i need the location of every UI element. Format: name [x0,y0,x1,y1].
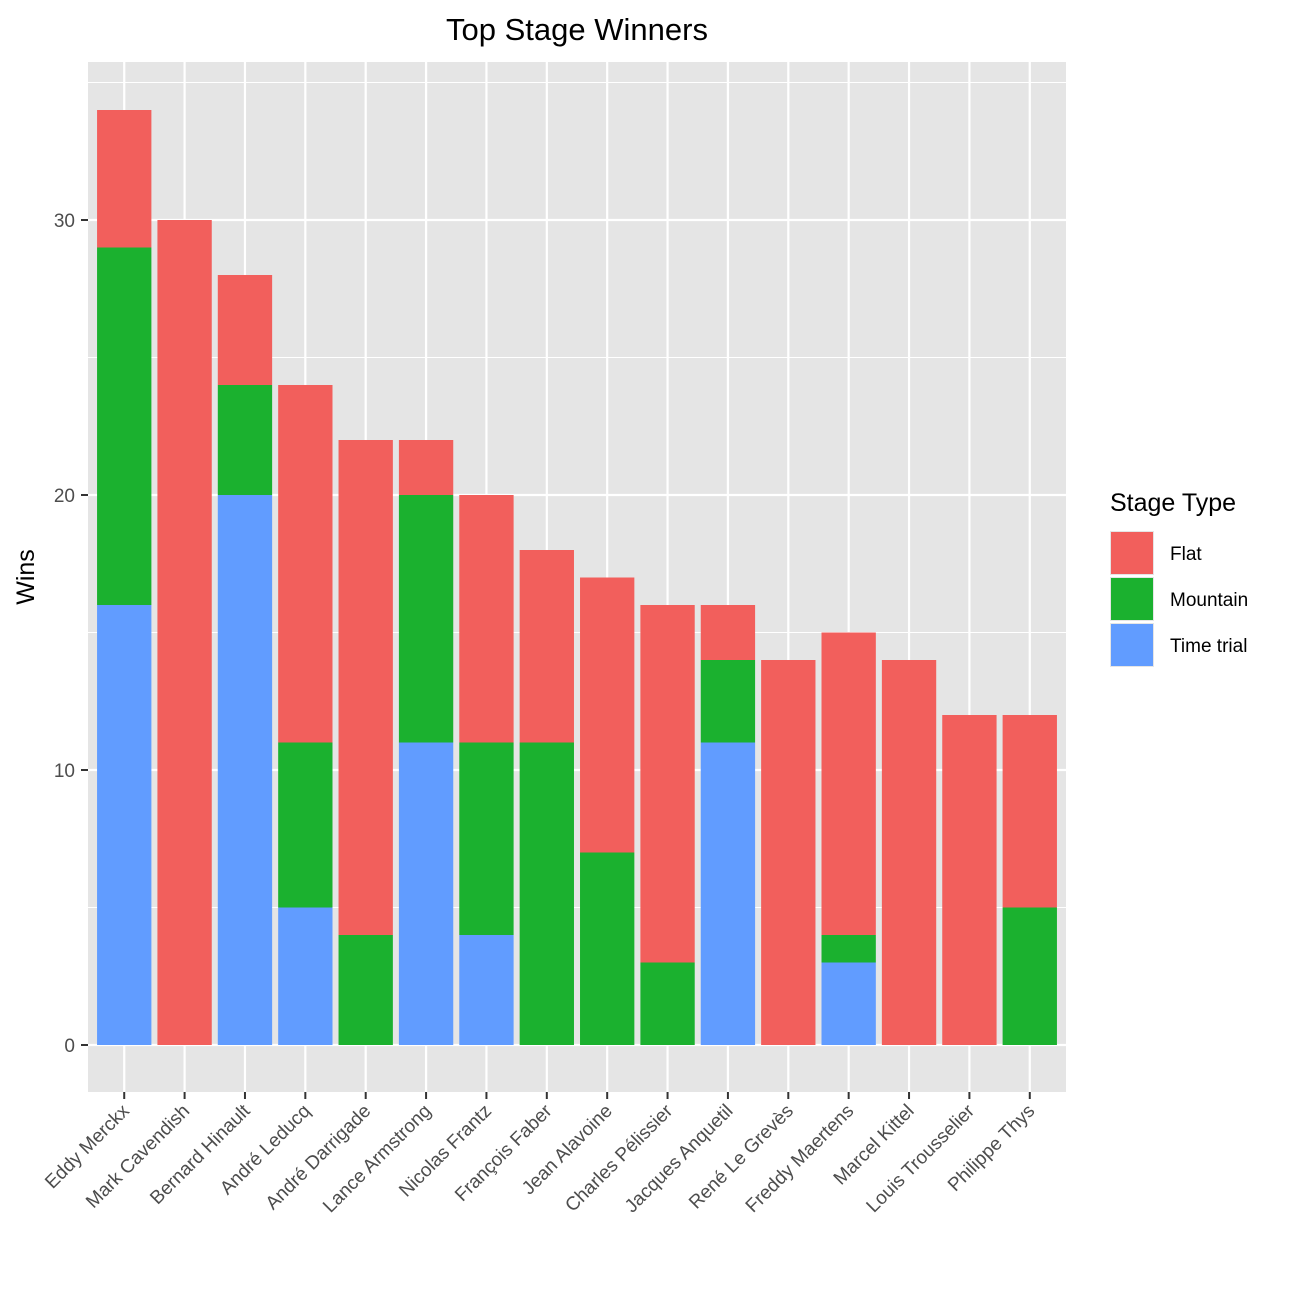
y-tick-label: 0 [64,1036,75,1057]
bar-flat [942,715,997,1045]
bar-flat [278,385,333,743]
bar-mountain [821,935,876,963]
bar-flat [761,660,816,1045]
bar-mountain [640,962,695,1045]
bar-mountain [700,660,756,743]
x-tick-label: René Le Grevès [685,1101,798,1214]
bar-flat [700,605,756,660]
bar-flat [217,275,273,385]
bars [97,110,1057,1045]
y-axis-label: Wins [12,549,40,605]
bar-flat [157,220,212,1045]
bar-flat [1002,715,1057,908]
legend-key-time-trial [1111,624,1153,666]
legend-key-flat [1111,532,1153,574]
bar-flat [398,440,454,495]
y-tick-label: 10 [54,761,75,782]
bar-flat [338,440,393,935]
bar-flat [519,550,574,743]
x-tick-label: Freddy Maertens [742,1101,858,1217]
chart-title: Top Stage Winners [446,12,708,47]
legend-label: Flat [1170,544,1202,565]
x-tick-label: Charles Pélissier [561,1100,677,1216]
y-tick-label: 30 [54,211,75,232]
y-tick-label: 20 [54,486,75,507]
bar-flat [580,577,635,853]
bar-flat [821,632,876,935]
x-tick-label: Mark Cavendish [82,1101,194,1213]
legend-key-mountain [1111,578,1153,620]
bar-time-trial [217,495,273,1045]
bar-time-trial [398,742,454,1045]
y-axis: 0 10 20 30 [54,211,88,1057]
bar-mountain [519,742,574,1045]
legend: Stage Type Flat Mountain Time trial [1110,489,1248,667]
bar-flat [97,110,152,248]
bar-time-trial [97,605,152,1045]
x-tick-label: André Darrigade [262,1101,375,1214]
x-tick-label: Louis Trousselier [863,1100,980,1217]
legend-label: Time trial [1170,636,1247,657]
bar-mountain [459,742,514,935]
bar-mountain [278,742,333,908]
legend-label: Mountain [1170,590,1248,611]
bar-mountain [217,385,273,495]
bar-time-trial [278,907,333,1045]
bar-flat [459,495,514,743]
bar-time-trial [700,742,756,1045]
bar-mountain [338,935,393,1045]
x-tick-label: Jacques Anquetil [621,1101,737,1217]
bar-mountain [580,852,635,1045]
bar-mountain [97,247,152,605]
bar-mountain [1002,907,1057,1045]
bar-flat [881,660,937,1045]
bar-flat [640,605,695,963]
legend-title: Stage Type [1110,489,1236,517]
bar-time-trial [459,935,514,1045]
bar-mountain [398,495,454,743]
x-tick-label: Lance Armstrong [319,1101,435,1217]
bar-time-trial [821,962,876,1045]
